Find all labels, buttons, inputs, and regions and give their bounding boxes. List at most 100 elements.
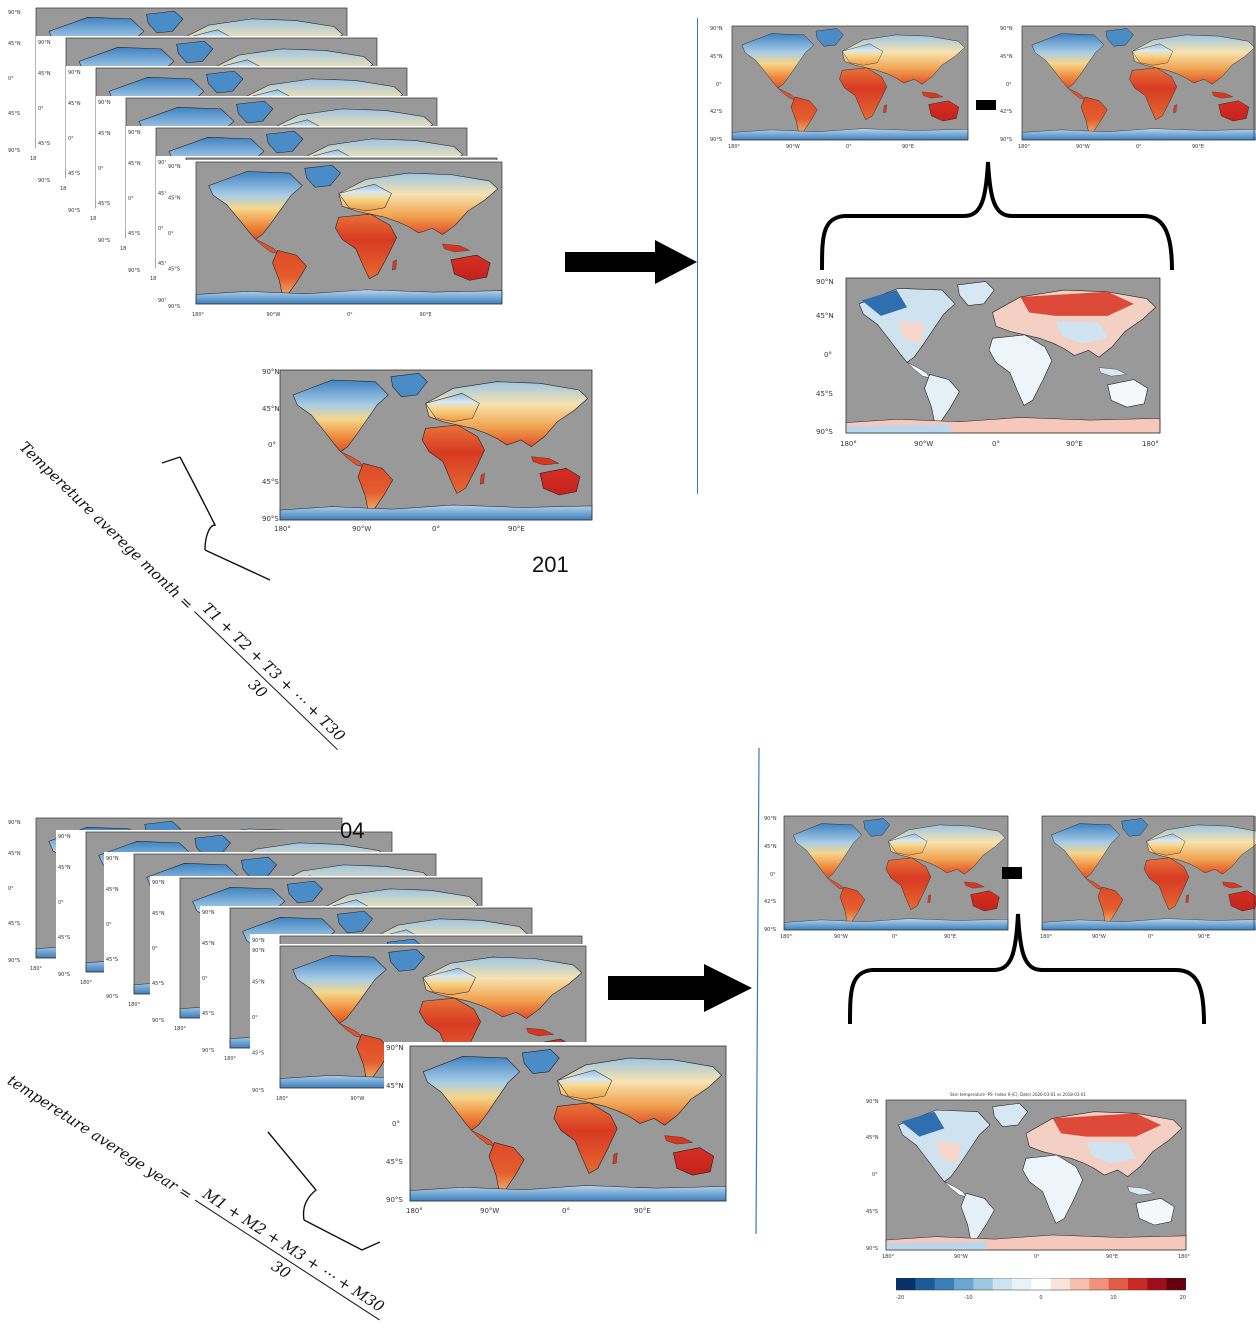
colorbar-swatch	[915, 1278, 936, 1290]
lat-tick: 0°	[98, 166, 104, 172]
colorbar-swatch	[1166, 1278, 1187, 1290]
lat-tick: 45°N	[106, 887, 119, 893]
lat-tick: 0°	[1006, 82, 1012, 88]
lat-tick: 42°S	[710, 109, 722, 115]
colorbar-swatch	[1070, 1278, 1090, 1290]
lat-tick: 90°S	[866, 1246, 878, 1252]
lat-tick: 90°S	[98, 238, 110, 244]
lat-tick: 90°N	[106, 856, 119, 862]
lat-tick: 0°	[38, 106, 44, 112]
lat-tick: 90°S	[152, 1018, 164, 1024]
colorbar-swatch	[1089, 1278, 1110, 1290]
lon-tick: 90°W	[914, 440, 933, 448]
lat-tick: 0°	[58, 900, 64, 906]
lat-tick: 90°N	[152, 880, 165, 886]
lat-tick: 0°	[106, 922, 112, 928]
lat-tick: 90°S	[8, 958, 20, 964]
year-a-temperature-map: 90°N 45°N 0° 42°S 90°S 180° 90°W 0° 90°E	[706, 22, 969, 150]
lat-tick: 0°	[268, 441, 276, 449]
lat-tick: 45°N	[816, 312, 834, 320]
colorbar-tick: -20	[896, 1295, 904, 1301]
right-arrow	[608, 964, 752, 1012]
lat-tick: 90°S	[1000, 137, 1012, 143]
lon-tick: 180°	[780, 934, 793, 940]
minus-sign	[976, 100, 1000, 110]
lon-tick: 90°E	[508, 525, 525, 533]
anomaly-map-title: Skin temperature -PS- Index 9-(C), Date)…	[950, 1092, 1086, 1097]
lat-tick: 90°N	[158, 160, 171, 166]
colorbar-swatch	[1128, 1278, 1148, 1290]
lon-tick: 180°	[224, 1056, 237, 1062]
lon-tick: 90°W	[1092, 934, 1106, 940]
lon-tick: 180°	[1178, 1254, 1191, 1260]
lat-tick: 45°S	[128, 231, 140, 237]
lat-tick: 45°S	[262, 478, 279, 486]
colorbar-swatch	[1147, 1278, 1168, 1290]
lat-tick: 90°S	[38, 178, 50, 184]
lon-tick: 90°W	[352, 525, 371, 533]
colorbar-swatch	[934, 1278, 955, 1290]
curly-brace	[848, 913, 1206, 1025]
lat-tick: 0°	[128, 196, 134, 202]
lat-tick: 90°S	[202, 1048, 214, 1054]
divider-line	[697, 18, 698, 494]
lon-tick: 180°	[80, 980, 93, 986]
lon-tick: 90°W	[267, 312, 281, 318]
lat-tick: 45°N	[68, 101, 81, 107]
lat-tick: 45°N	[8, 41, 21, 47]
lon-tick: 180°	[174, 1026, 187, 1032]
lat-tick: 90°S	[58, 972, 70, 978]
colorbar: -20 -10 0 10 20	[895, 1277, 1187, 1302]
bracket	[161, 456, 271, 581]
lon-tick: 90°W	[954, 1254, 968, 1260]
lat-tick: 90°N	[202, 910, 215, 916]
lat-tick: 45°S	[98, 201, 110, 207]
lat-tick: 45°N	[58, 865, 71, 871]
lon-tick: 180°	[274, 525, 291, 533]
lon-tick: 90°W	[351, 1096, 365, 1102]
lat-tick: 0°	[68, 136, 74, 142]
lat-tick: 90°N	[1000, 26, 1013, 32]
colorbar-tick: 0	[1039, 1295, 1042, 1301]
lat-tick: 0°	[872, 1172, 878, 1178]
lat-tick: 45°S	[816, 390, 833, 398]
lat-tick: 45°S	[58, 935, 70, 941]
lon-tick: 0°	[1148, 934, 1154, 940]
lat-tick: 90°S	[764, 927, 776, 933]
year-b-temperature-map: 180° 90°W 0° 90°E	[1022, 812, 1256, 940]
colorbar-tick: 20	[1180, 1295, 1186, 1301]
lat-tick: 90°S	[386, 1196, 403, 1204]
lat-tick: 0°	[716, 82, 722, 88]
colorbar-swatch	[1012, 1278, 1032, 1290]
year-label-partial: 04	[340, 818, 365, 843]
lat-tick: 90°N	[68, 70, 81, 76]
lat-tick: 45°N	[252, 980, 265, 986]
lat-tick: 45°N	[8, 851, 21, 857]
lon-tick: 90°E	[634, 1207, 651, 1215]
lat-tick: 90°N	[98, 100, 111, 106]
colorbar-swatch	[973, 1278, 994, 1290]
lat-tick: 45°S	[168, 267, 180, 273]
colorbar-swatch	[896, 1278, 916, 1290]
lat-tick: 45°N	[262, 405, 280, 413]
lon-tick: 180°	[1018, 144, 1031, 150]
lon-tick: 180°	[128, 1002, 141, 1008]
lat-tick: 0°	[8, 76, 14, 82]
lat-tick: 90°N	[764, 816, 777, 822]
lon-tick: 0°	[1034, 1254, 1040, 1260]
lon-tick: 180°	[192, 312, 205, 318]
lat-tick: 90°N	[168, 164, 181, 170]
lat-tick: 90°N	[38, 40, 51, 46]
lat-tick: 45°N	[158, 191, 171, 197]
lon-tick: 90°E	[944, 934, 956, 940]
lat-tick: 90°N	[128, 130, 141, 136]
stacked-temperature-map: 90°N 45°N 0° 45°S 90°S 180° 90°W 0° 90°E	[166, 160, 506, 322]
lat-tick: 0°	[158, 226, 164, 232]
lon-tick: 180°	[30, 966, 43, 972]
lat-tick: 45°N	[128, 161, 141, 167]
lat-tick: 90°S	[8, 148, 20, 154]
minus-sign	[1002, 867, 1028, 879]
lon-tick: 180°	[276, 1096, 289, 1102]
lon-tick: 0°	[992, 440, 1000, 448]
colorbar-tick: -10	[964, 1295, 972, 1301]
